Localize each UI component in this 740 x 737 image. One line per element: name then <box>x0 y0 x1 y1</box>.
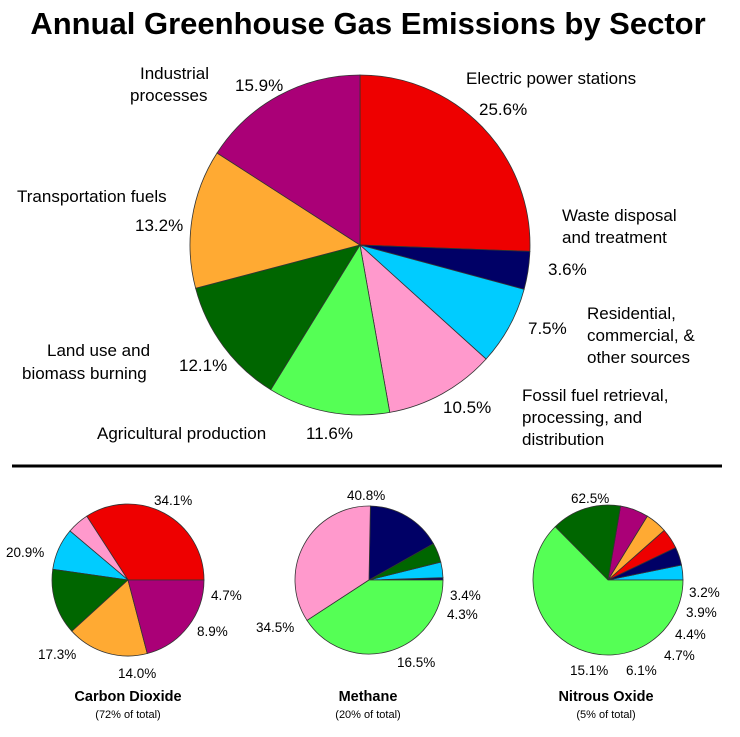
main-slice-industrial <box>216 74 361 246</box>
main-value-power: 25.6% <box>479 100 527 119</box>
main-value-industrial: 15.9% <box>235 76 283 95</box>
co2-value-landuse: 14.0% <box>118 666 156 681</box>
co2-pie: 34.1% 4.7% 8.9% 14.0% 17.3% 20.9% <box>6 493 242 681</box>
n2o-value-waste: 3.9% <box>686 605 717 620</box>
co2-title: Carbon Dioxide <box>74 689 181 705</box>
n2o-value-residential: 3.2% <box>689 585 720 600</box>
co2-slice-industrial <box>127 579 205 655</box>
main-pie: Electric power stations 25.6% Waste dispos… <box>17 64 695 449</box>
main-label-fossil: distribution <box>522 430 604 449</box>
main-label-power: Electric power stations <box>466 69 636 88</box>
methane-value-landuse: 4.3% <box>447 607 478 622</box>
methane-title: Methane <box>339 689 398 705</box>
main-value-waste: 3.6% <box>548 260 587 279</box>
methane-value-agricultural: 40.8% <box>347 488 385 503</box>
main-label-fossil: Fossil fuel retrieval, <box>522 386 668 405</box>
chart-title: Annual Greenhouse Gas Emissions by Secto… <box>30 6 705 41</box>
main-value-fossil: 10.5% <box>443 398 491 417</box>
main-label-transport: Transportation fuels <box>17 187 167 206</box>
n2o-value-agricultural: 62.5% <box>571 491 609 506</box>
main-slice-transport <box>189 152 361 289</box>
co2-subtitle: (72% of total) <box>95 709 160 721</box>
methane-value-waste: 16.5% <box>397 655 435 670</box>
main-label-agricultural: Agricultural production <box>97 424 266 443</box>
main-label-landuse: biomass burning <box>22 364 147 383</box>
main-value-residential: 7.5% <box>528 319 567 338</box>
main-label-residential: other sources <box>587 348 690 367</box>
co2-value-residential: 8.9% <box>197 624 228 639</box>
methane-value-residential: 3.4% <box>450 588 481 603</box>
methane-slice-fossil <box>294 505 371 621</box>
nitrous-oxide-subtitle: (5% of total) <box>576 709 635 721</box>
methane-pie: 3.4% 4.3% 16.5% 34.5% 40.8% <box>256 488 481 670</box>
main-label-residential: commercial, & <box>587 326 695 345</box>
main-value-landuse: 12.1% <box>179 356 227 375</box>
methane-value-fossil: 34.5% <box>256 620 294 635</box>
n2o-value-industrial: 6.1% <box>626 663 657 678</box>
n2o-slice-agricultural <box>532 526 684 656</box>
main-label-waste: and treatment <box>562 228 667 247</box>
co2-value-fossil: 4.7% <box>211 588 242 603</box>
main-label-waste: Waste disposal <box>562 206 677 225</box>
co2-slice-transport <box>71 579 148 657</box>
main-slice-agricultural <box>270 243 391 416</box>
n2o-value-transport: 4.7% <box>664 648 695 663</box>
main-label-industrial: Industrial <box>140 64 209 83</box>
main-label-fossil: processing, and <box>522 408 642 427</box>
co2-value-industrial: 20.9% <box>6 545 44 560</box>
methane-slice-waste <box>368 505 434 581</box>
nitrous-oxide-pie: 3.2% 3.9% 4.4% 4.7% 6.1% 15.1% 62.5% <box>532 491 720 678</box>
main-slice-landuse <box>195 244 361 391</box>
main-value-transport: 13.2% <box>135 216 183 235</box>
nitrous-oxide-title: Nitrous Oxide <box>558 689 653 705</box>
main-label-landuse: Land use and <box>47 341 150 360</box>
n2o-value-landuse: 15.1% <box>570 663 608 678</box>
main-label-residential: Residential, <box>587 304 676 323</box>
co2-slice-landuse <box>51 568 129 632</box>
methane-subtitle: (20% of total) <box>335 709 400 721</box>
main-slice-power <box>359 74 531 252</box>
main-value-agricultural: 11.6% <box>306 424 353 443</box>
co2-value-transport: 17.3% <box>38 647 76 662</box>
methane-slice-agricultural <box>306 579 444 655</box>
main-label-industrial: processes <box>130 86 207 105</box>
main-slice-fossil <box>359 243 487 413</box>
co2-value-power: 34.1% <box>154 493 192 508</box>
n2o-value-power: 4.4% <box>675 627 706 642</box>
n2o-slice-landuse <box>554 504 622 581</box>
